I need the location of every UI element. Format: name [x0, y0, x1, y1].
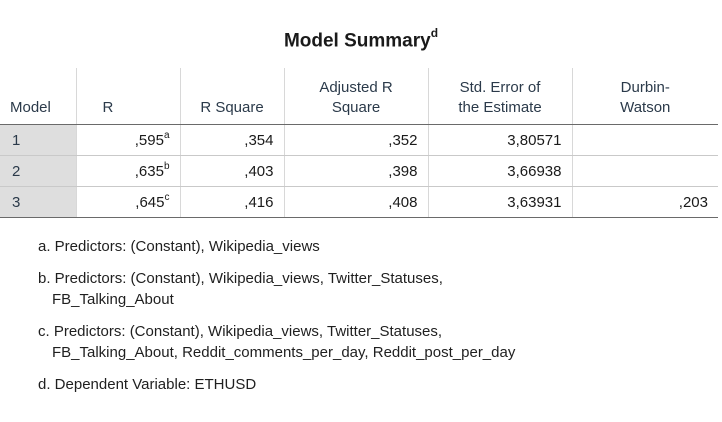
- header-adjusted-r-square-line1: Adjusted R: [319, 79, 393, 96]
- cell-r-footnote: b: [163, 161, 170, 172]
- header-std-error: Std. Error of the Estimate: [427, 68, 572, 125]
- cell-r: ,645c: [75, 186, 180, 218]
- footnote-b-line2: FB_Talking_About: [52, 291, 174, 308]
- title-text: Model Summary: [283, 30, 431, 52]
- footnote-c-line1: c. Predictors: (Constant), Wikipedia_vie…: [38, 323, 443, 340]
- cell-adjusted-r-square: ,398: [283, 155, 428, 187]
- title-footnote-marker: d: [430, 26, 439, 40]
- footnote-a: a. Predictors: (Constant), Wikipedia_vie…: [38, 238, 320, 255]
- cell-adjusted-r-square: ,408: [283, 186, 428, 218]
- table-row: 1 ,595a ,354 ,352 3,80571: [0, 124, 718, 156]
- footnote-c: c. Predictors: (Constant), Wikipedia_vie…: [38, 321, 708, 363]
- cell-r-square: ,354: [179, 124, 284, 156]
- cell-r: ,635b: [75, 155, 180, 187]
- cell-model: 2: [0, 155, 76, 187]
- table-title: Model Summaryd: [0, 26, 722, 52]
- header-std-error-line1: Std. Error of: [459, 79, 541, 96]
- cell-model: 3: [0, 186, 76, 218]
- header-adjusted-r-square: Adjusted R Square: [283, 68, 428, 125]
- table-row: 3 ,645c ,416 ,408 3,63931 ,203: [0, 186, 718, 218]
- model-summary-table: Model R R Square Adjusted R Square Std. E…: [0, 68, 718, 218]
- header-r: R: [75, 68, 180, 125]
- cell-adjusted-r-square: ,352: [283, 124, 428, 156]
- cell-std-error: 3,66938: [427, 155, 572, 187]
- header-model: Model: [0, 68, 76, 125]
- footnotes: a. Predictors: (Constant), Wikipedia_vie…: [38, 236, 708, 406]
- cell-std-error: 3,63931: [427, 186, 572, 218]
- cell-r-footnote: a: [163, 130, 170, 141]
- cell-durbin-watson: [571, 124, 718, 156]
- header-std-error-line2: the Estimate: [458, 99, 542, 116]
- header-r-square: R Square: [179, 68, 284, 125]
- footnote-b: b. Predictors: (Constant), Wikipedia_vie…: [38, 268, 708, 310]
- cell-r-footnote: c: [164, 192, 170, 203]
- footnote-d: d. Dependent Variable: ETHUSD: [38, 376, 257, 393]
- table-row: 2 ,635b ,403 ,398 3,66938: [0, 155, 718, 187]
- cell-r-value: ,595: [134, 132, 164, 149]
- header-durbin-watson-line1: Durbin-: [620, 79, 670, 96]
- header-durbin-watson-line2: Watson: [620, 99, 671, 116]
- cell-r-value: ,635: [134, 163, 164, 180]
- header-adjusted-r-square-line2: Square: [331, 99, 381, 116]
- cell-std-error: 3,80571: [427, 124, 572, 156]
- cell-r-value: ,645: [135, 194, 165, 211]
- cell-durbin-watson: [571, 155, 718, 187]
- cell-model: 1: [0, 124, 76, 156]
- header-durbin-watson: Durbin- Watson: [571, 68, 718, 125]
- cell-r: ,595a: [75, 124, 180, 156]
- header-row: Model R R Square Adjusted R Square Std. E…: [0, 68, 718, 125]
- cell-r-square: ,403: [179, 155, 284, 187]
- cell-r-square: ,416: [179, 186, 284, 218]
- cell-durbin-watson: ,203: [571, 186, 718, 218]
- footnote-c-line2: FB_Talking_About, Reddit_comments_per_da…: [52, 344, 516, 361]
- footnote-b-line1: b. Predictors: (Constant), Wikipedia_vie…: [38, 270, 443, 287]
